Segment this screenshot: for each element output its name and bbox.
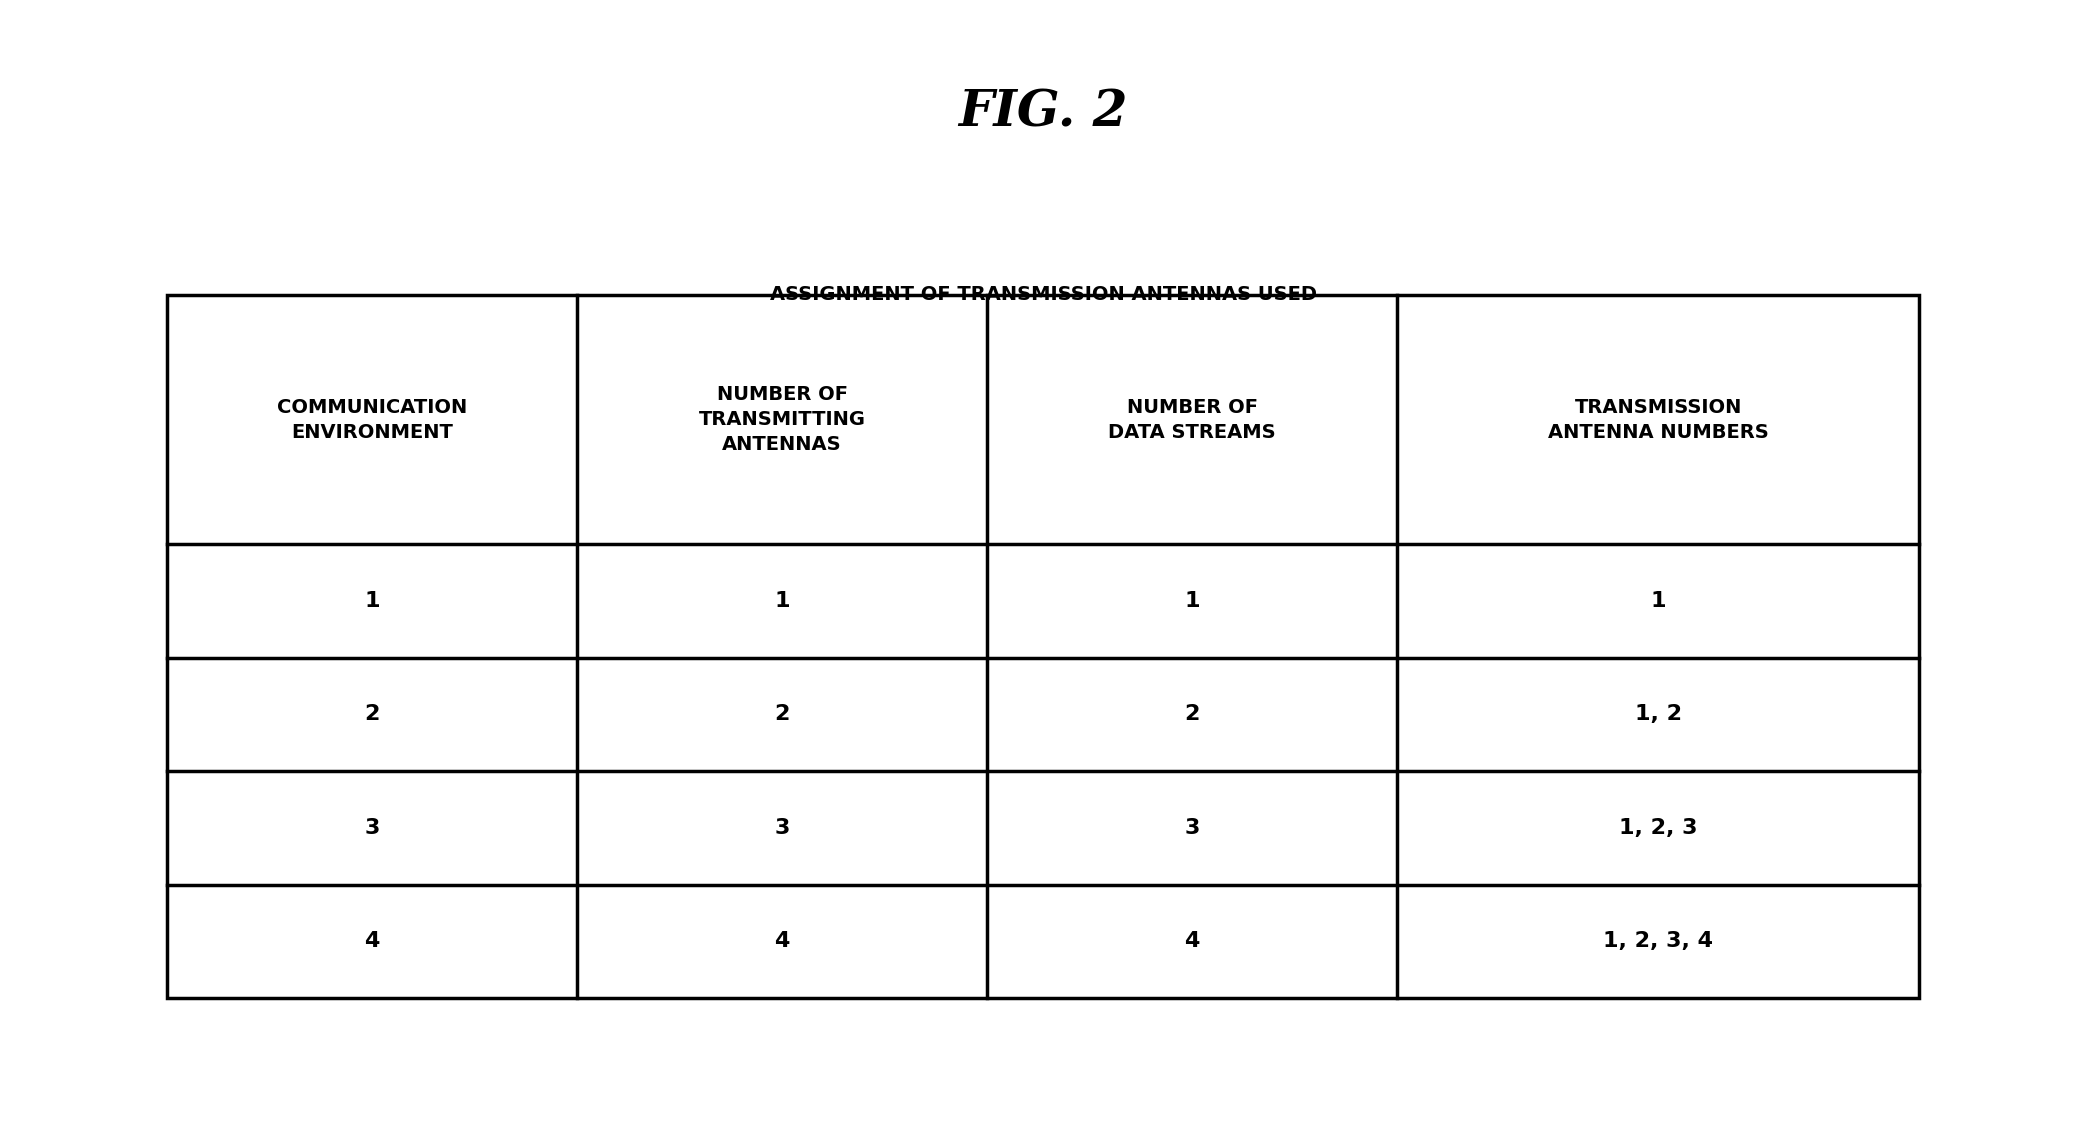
Text: 1, 2, 3: 1, 2, 3 — [1619, 818, 1698, 838]
Text: 1, 2, 3, 4: 1, 2, 3, 4 — [1604, 931, 1713, 951]
Text: 3: 3 — [774, 818, 791, 838]
Text: 1: 1 — [774, 591, 791, 611]
Text: 2: 2 — [774, 704, 791, 725]
Text: ASSIGNMENT OF TRANSMISSION ANTENNAS USED: ASSIGNMENT OF TRANSMISSION ANTENNAS USED — [770, 286, 1316, 304]
Text: NUMBER OF
TRANSMITTING
ANTENNAS: NUMBER OF TRANSMITTING ANTENNAS — [699, 386, 866, 454]
Text: TRANSMISSION
ANTENNA NUMBERS: TRANSMISSION ANTENNA NUMBERS — [1548, 398, 1769, 441]
Text: 1: 1 — [1650, 591, 1667, 611]
Text: 2: 2 — [1185, 704, 1199, 725]
Text: 4: 4 — [1185, 931, 1199, 951]
Text: 4: 4 — [774, 931, 791, 951]
Text: 1, 2: 1, 2 — [1635, 704, 1681, 725]
Bar — [167, 295, 1919, 998]
Text: 1: 1 — [1185, 591, 1199, 611]
Text: 3: 3 — [1185, 818, 1199, 838]
Text: 3: 3 — [365, 818, 380, 838]
Text: FIG. 2: FIG. 2 — [957, 88, 1129, 138]
Text: COMMUNICATION
ENVIRONMENT: COMMUNICATION ENVIRONMENT — [277, 398, 467, 441]
Text: 2: 2 — [365, 704, 380, 725]
Text: 4: 4 — [365, 931, 380, 951]
Text: NUMBER OF
DATA STREAMS: NUMBER OF DATA STREAMS — [1108, 398, 1277, 441]
Text: 1: 1 — [365, 591, 380, 611]
